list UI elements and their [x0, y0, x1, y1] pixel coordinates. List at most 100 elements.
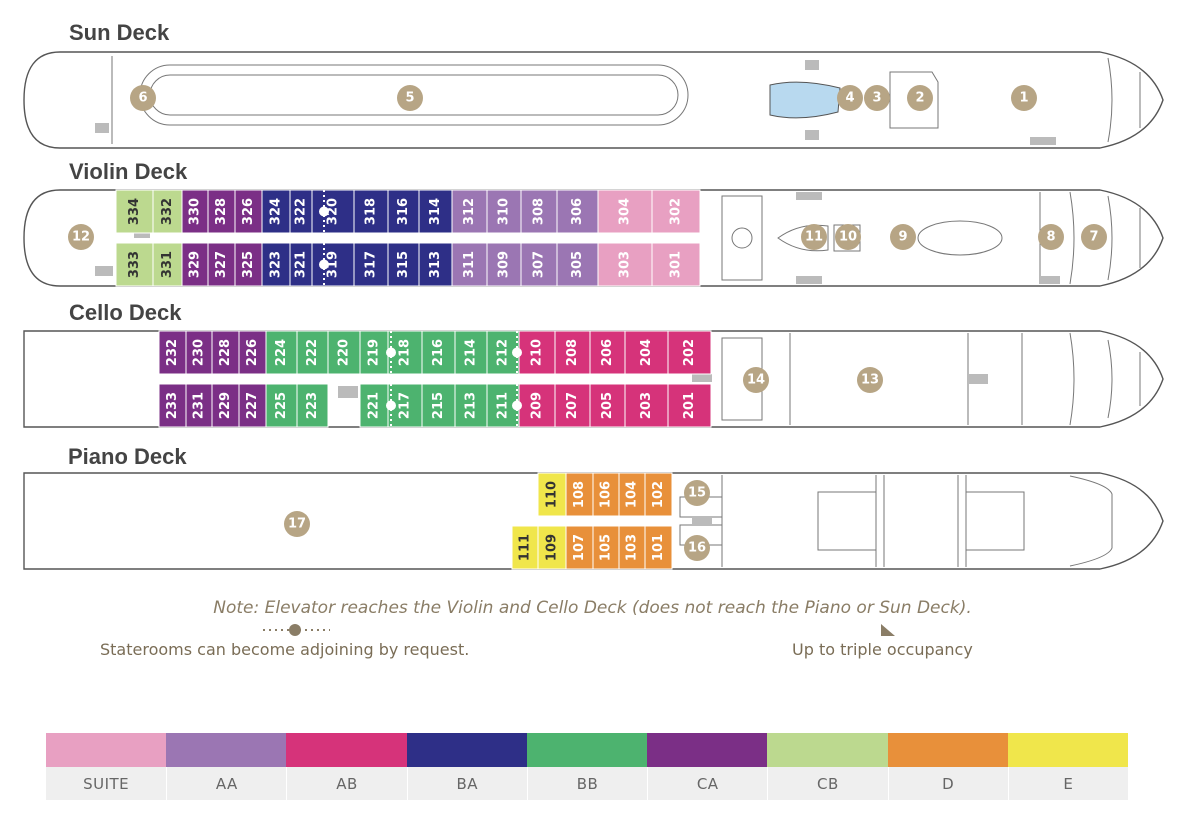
stateroom-327[interactable]: 327	[207, 242, 236, 287]
point-of-interest-4[interactable]: 4	[837, 85, 863, 111]
stateroom-210[interactable]: 210	[518, 330, 556, 375]
stateroom-326[interactable]: 326	[234, 189, 263, 234]
stateroom-214[interactable]: 214	[454, 330, 488, 375]
stateroom-308[interactable]: 308	[520, 189, 558, 234]
point-of-interest-5[interactable]: 5	[397, 85, 423, 111]
stateroom-325[interactable]: 325	[234, 242, 263, 287]
point-of-interest-8[interactable]: 8	[1038, 224, 1064, 250]
stateroom-202[interactable]: 202	[667, 330, 712, 375]
stateroom-108[interactable]: 108	[565, 472, 594, 517]
point-of-interest-12[interactable]: 12	[68, 224, 94, 250]
point-of-interest-17[interactable]: 17	[284, 511, 310, 537]
stateroom-104[interactable]: 104	[618, 472, 646, 517]
point-of-interest-14[interactable]: 14	[743, 367, 769, 393]
stateroom-307[interactable]: 307	[520, 242, 558, 287]
point-of-interest-13[interactable]: 13	[857, 367, 883, 393]
stateroom-312[interactable]: 312	[451, 189, 488, 234]
stateroom-306[interactable]: 306	[556, 189, 599, 234]
stateroom-316[interactable]: 316	[387, 189, 420, 234]
stateroom-222[interactable]: 222	[296, 330, 329, 375]
stateroom-201[interactable]: 201	[667, 383, 712, 428]
point-of-interest-3[interactable]: 3	[864, 85, 890, 111]
stateroom-320[interactable]: 320	[311, 189, 355, 234]
point-of-interest-1[interactable]: 1	[1011, 85, 1037, 111]
stateroom-230[interactable]: 230	[185, 330, 213, 375]
stateroom-102[interactable]: 102	[644, 472, 673, 517]
stateroom-225[interactable]: 225	[265, 383, 298, 428]
stateroom-329[interactable]: 329	[181, 242, 209, 287]
stateroom-219[interactable]: 219	[359, 330, 389, 375]
stateroom-208[interactable]: 208	[554, 330, 591, 375]
stateroom-233[interactable]: 233	[158, 383, 187, 428]
stateroom-333[interactable]: 333	[115, 242, 154, 287]
stateroom-106[interactable]: 106	[592, 472, 620, 517]
stateroom-334[interactable]: 334	[115, 189, 154, 234]
point-of-interest-10[interactable]: 10	[835, 224, 861, 250]
stateroom-311[interactable]: 311	[451, 242, 488, 287]
stateroom-205[interactable]: 205	[589, 383, 626, 428]
stateroom-226[interactable]: 226	[238, 330, 267, 375]
stateroom-223[interactable]: 223	[296, 383, 329, 428]
stateroom-221[interactable]: 221	[359, 383, 389, 428]
stateroom-227[interactable]: 227	[238, 383, 267, 428]
stateroom-314[interactable]: 314	[418, 189, 453, 234]
stateroom-305[interactable]: 305	[556, 242, 599, 287]
stateroom-319[interactable]: 319	[311, 242, 355, 287]
stateroom-332[interactable]: 332	[152, 189, 183, 234]
stateroom-229[interactable]: 229	[211, 383, 240, 428]
stateroom-108-label: 108	[572, 481, 587, 508]
cello-deck-title: Cello Deck	[69, 300, 182, 325]
stateroom-309[interactable]: 309	[486, 242, 522, 287]
stateroom-204[interactable]: 204	[624, 330, 669, 375]
stateroom-111[interactable]: 111	[511, 525, 539, 570]
legend-item-ba: BA	[406, 733, 527, 800]
stateroom-322[interactable]: 322	[289, 189, 313, 234]
stateroom-213[interactable]: 213	[454, 383, 488, 428]
stateroom-107[interactable]: 107	[565, 525, 594, 570]
stateroom-301[interactable]: 301	[651, 242, 701, 287]
stateroom-105[interactable]: 105	[592, 525, 620, 570]
stateroom-321[interactable]: 321	[289, 242, 313, 287]
point-of-interest-7[interactable]: 7	[1081, 224, 1107, 250]
stateroom-313[interactable]: 313	[418, 242, 453, 287]
svg-text:4: 4	[845, 91, 854, 106]
stateroom-303[interactable]: 303	[597, 242, 653, 287]
stateroom-209[interactable]: 209	[518, 383, 556, 428]
stateroom-331[interactable]: 331	[152, 242, 183, 287]
stateroom-318[interactable]: 318	[353, 189, 389, 234]
stateroom-215[interactable]: 215	[421, 383, 456, 428]
point-of-interest-15[interactable]: 15	[684, 480, 710, 506]
stateroom-324[interactable]: 324	[261, 189, 291, 234]
stateroom-232[interactable]: 232	[158, 330, 187, 375]
stateroom-317[interactable]: 317	[353, 242, 389, 287]
point-of-interest-9[interactable]: 9	[890, 224, 916, 250]
stateroom-328[interactable]: 328	[207, 189, 236, 234]
stateroom-323[interactable]: 323	[261, 242, 291, 287]
stateroom-315[interactable]: 315	[387, 242, 420, 287]
stateroom-220[interactable]: 220	[327, 330, 361, 375]
point-of-interest-11[interactable]: 11	[801, 224, 827, 250]
stateroom-328-label: 328	[214, 198, 229, 225]
point-of-interest-2[interactable]: 2	[907, 85, 933, 111]
stateroom-330[interactable]: 330	[181, 189, 209, 234]
stateroom-216[interactable]: 216	[421, 330, 456, 375]
stateroom-231[interactable]: 231	[185, 383, 213, 428]
stateroom-101[interactable]: 101	[644, 525, 673, 570]
stateroom-203[interactable]: 203	[624, 383, 669, 428]
stateroom-206[interactable]: 206	[589, 330, 626, 375]
stateroom-302[interactable]: 302	[651, 189, 701, 234]
stateroom-228[interactable]: 228	[211, 330, 240, 375]
stateroom-305-label: 305	[570, 251, 585, 278]
point-of-interest-6[interactable]: 6	[130, 85, 156, 111]
stateroom-103[interactable]: 103	[618, 525, 646, 570]
svg-text:11: 11	[805, 230, 823, 245]
stateroom-110[interactable]: 110	[537, 472, 567, 517]
stateroom-311-label: 311	[462, 251, 477, 278]
stateroom-304[interactable]: 304	[597, 189, 653, 234]
point-of-interest-16[interactable]: 16	[684, 535, 710, 561]
stateroom-109[interactable]: 109	[537, 525, 567, 570]
stateroom-210-fill	[518, 330, 556, 375]
stateroom-207[interactable]: 207	[554, 383, 591, 428]
stateroom-310[interactable]: 310	[486, 189, 522, 234]
stateroom-224[interactable]: 224	[265, 330, 298, 375]
